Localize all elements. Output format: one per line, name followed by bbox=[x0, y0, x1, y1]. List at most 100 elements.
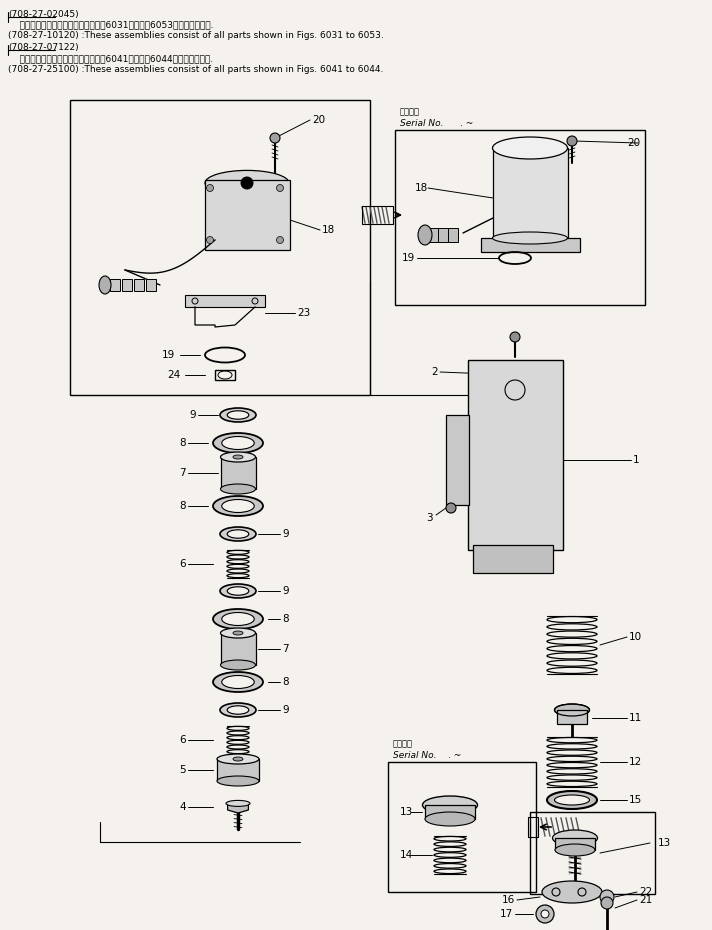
Circle shape bbox=[276, 184, 283, 192]
Circle shape bbox=[510, 332, 520, 342]
Text: . ~: . ~ bbox=[448, 751, 461, 760]
Bar bbox=[468, 360, 563, 550]
Ellipse shape bbox=[221, 436, 254, 449]
Text: 19: 19 bbox=[402, 253, 415, 263]
Bar bbox=[221, 457, 256, 489]
Text: 10: 10 bbox=[629, 632, 642, 642]
Text: (708-27-25100) :These assemblies consist of all parts shown in Figs. 6041 to 604: (708-27-25100) :These assemblies consist… bbox=[8, 65, 383, 74]
Polygon shape bbox=[228, 801, 248, 813]
Bar bbox=[438, 228, 448, 242]
Text: 2: 2 bbox=[431, 367, 438, 377]
Text: これらのアセンブリの構成製品は第6041図から第6044図まで含みます.: これらのアセンブリの構成製品は第6041図から第6044図まで含みます. bbox=[8, 54, 213, 63]
Text: 21: 21 bbox=[639, 895, 652, 905]
Text: 17: 17 bbox=[500, 909, 513, 919]
Ellipse shape bbox=[547, 791, 597, 809]
Text: 8: 8 bbox=[282, 677, 288, 687]
Ellipse shape bbox=[221, 660, 256, 670]
Bar bbox=[555, 838, 595, 850]
Ellipse shape bbox=[221, 675, 254, 688]
Bar bbox=[134, 279, 144, 291]
Bar bbox=[146, 279, 156, 291]
Ellipse shape bbox=[220, 408, 256, 422]
Text: 8: 8 bbox=[179, 438, 186, 448]
Ellipse shape bbox=[227, 411, 248, 419]
Bar bbox=[473, 545, 553, 573]
Text: 1: 1 bbox=[633, 455, 639, 465]
Ellipse shape bbox=[233, 757, 243, 761]
Ellipse shape bbox=[233, 631, 243, 635]
Text: 22: 22 bbox=[639, 887, 652, 897]
Text: 24: 24 bbox=[167, 370, 180, 380]
Text: 13: 13 bbox=[658, 838, 671, 848]
Bar bbox=[70, 100, 370, 395]
Ellipse shape bbox=[220, 584, 256, 598]
Text: 6: 6 bbox=[179, 559, 186, 569]
Bar bbox=[221, 633, 256, 665]
Text: 9: 9 bbox=[282, 529, 288, 539]
Ellipse shape bbox=[220, 703, 256, 717]
Ellipse shape bbox=[227, 587, 248, 595]
Ellipse shape bbox=[422, 796, 478, 814]
Ellipse shape bbox=[493, 232, 567, 244]
Ellipse shape bbox=[213, 433, 263, 453]
Text: 適用号機: 適用号機 bbox=[400, 108, 420, 116]
Ellipse shape bbox=[221, 452, 256, 462]
Bar bbox=[481, 238, 580, 252]
Ellipse shape bbox=[217, 776, 259, 786]
Bar bbox=[425, 805, 475, 819]
Ellipse shape bbox=[221, 499, 254, 512]
Text: 15: 15 bbox=[629, 795, 642, 805]
Text: 4: 4 bbox=[179, 802, 186, 812]
Text: 18: 18 bbox=[415, 183, 428, 193]
Circle shape bbox=[206, 236, 214, 244]
Ellipse shape bbox=[221, 613, 254, 626]
Ellipse shape bbox=[233, 455, 243, 459]
Ellipse shape bbox=[220, 527, 256, 541]
Text: 適用号機: 適用号機 bbox=[393, 739, 413, 749]
Bar bbox=[110, 279, 120, 291]
Ellipse shape bbox=[227, 706, 248, 714]
Text: 5: 5 bbox=[179, 765, 186, 775]
Bar bbox=[557, 710, 587, 724]
Ellipse shape bbox=[555, 844, 595, 856]
Circle shape bbox=[536, 905, 554, 923]
Circle shape bbox=[206, 184, 214, 192]
Text: (708-27-02045): (708-27-02045) bbox=[8, 10, 78, 19]
Ellipse shape bbox=[226, 801, 250, 806]
Text: 11: 11 bbox=[629, 713, 642, 723]
Bar bbox=[528, 817, 538, 837]
Bar bbox=[446, 415, 469, 505]
Bar bbox=[388, 762, 536, 892]
Ellipse shape bbox=[221, 484, 256, 494]
Text: 18: 18 bbox=[322, 225, 335, 235]
Circle shape bbox=[270, 133, 280, 143]
Ellipse shape bbox=[553, 830, 597, 846]
Circle shape bbox=[541, 910, 549, 918]
Ellipse shape bbox=[217, 754, 259, 764]
Text: 7: 7 bbox=[282, 644, 288, 654]
Bar bbox=[362, 206, 393, 224]
Bar bbox=[215, 370, 235, 380]
Circle shape bbox=[276, 236, 283, 244]
Text: 20: 20 bbox=[312, 115, 325, 125]
Text: 12: 12 bbox=[629, 757, 642, 767]
Ellipse shape bbox=[227, 530, 248, 538]
Ellipse shape bbox=[555, 704, 590, 716]
Circle shape bbox=[600, 890, 614, 904]
Bar bbox=[122, 279, 132, 291]
Text: 14: 14 bbox=[400, 850, 413, 860]
Bar bbox=[448, 228, 458, 242]
Text: 9: 9 bbox=[282, 586, 288, 596]
Text: 8: 8 bbox=[179, 501, 186, 511]
Circle shape bbox=[241, 177, 253, 189]
Text: 20: 20 bbox=[627, 138, 640, 148]
Text: Serial No.: Serial No. bbox=[400, 118, 444, 127]
Text: 23: 23 bbox=[297, 308, 310, 318]
Text: 3: 3 bbox=[426, 513, 433, 523]
Text: 16: 16 bbox=[502, 895, 515, 905]
Text: Serial No.: Serial No. bbox=[393, 751, 436, 760]
Bar bbox=[428, 228, 438, 242]
Text: 7: 7 bbox=[179, 468, 186, 478]
Text: 9: 9 bbox=[189, 410, 196, 420]
Circle shape bbox=[446, 503, 456, 513]
